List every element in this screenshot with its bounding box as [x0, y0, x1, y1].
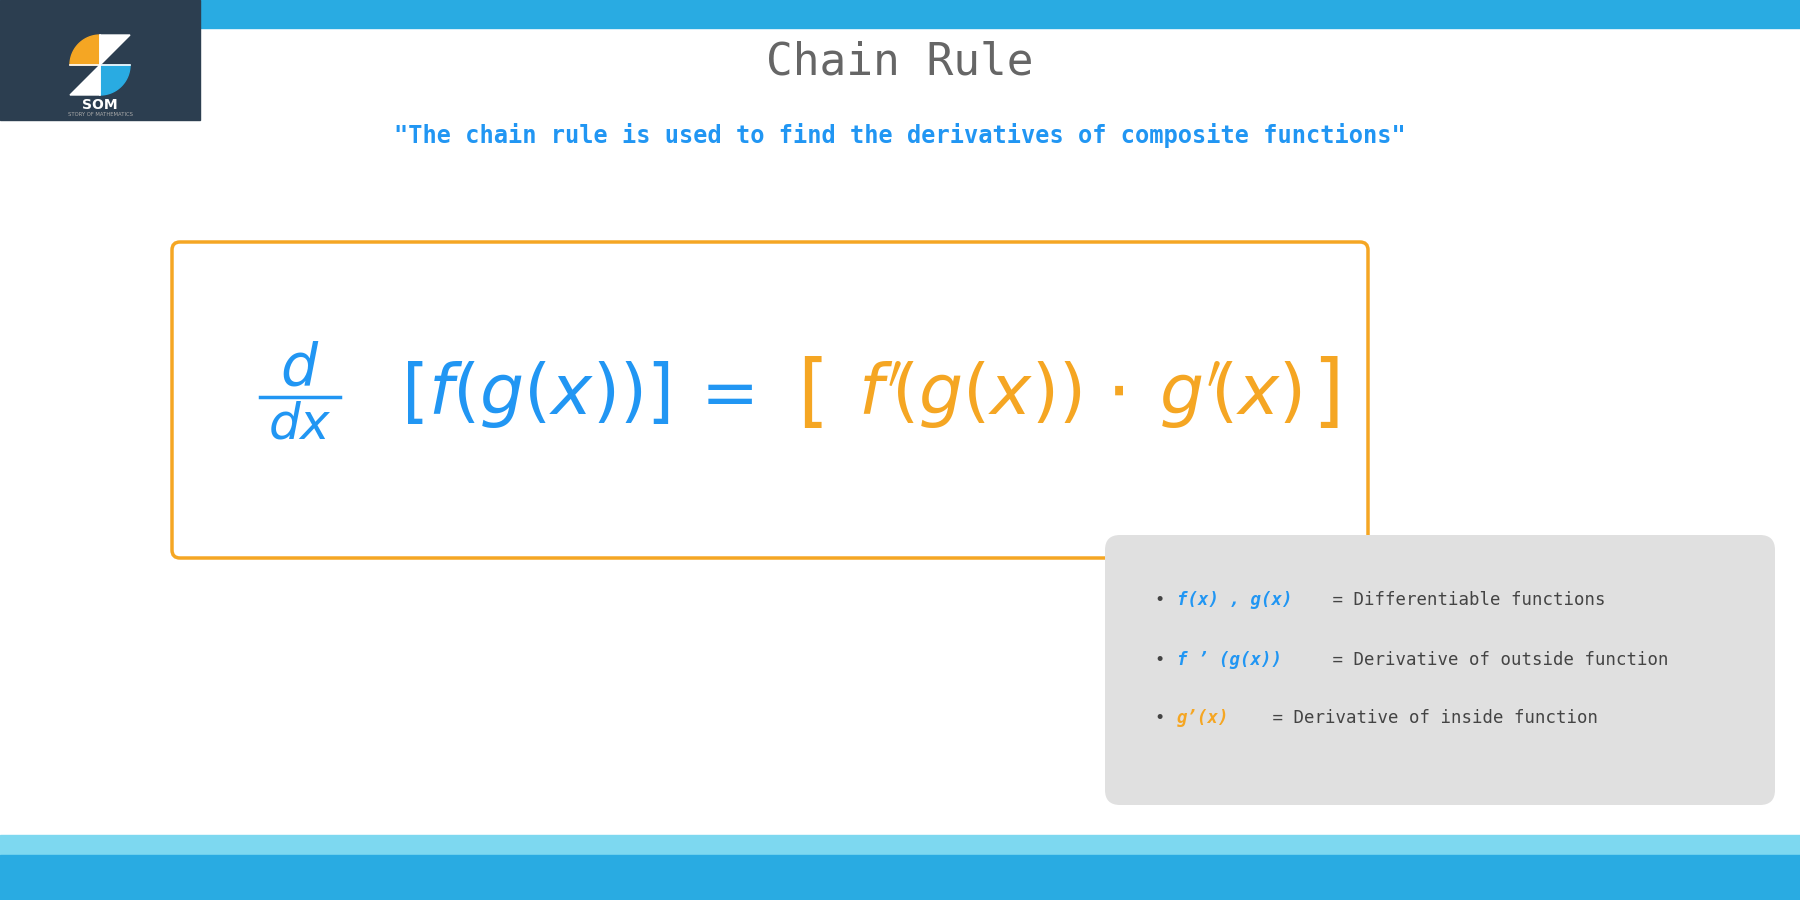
Text: $[$: $[$ [797, 356, 823, 434]
Text: SOM: SOM [83, 98, 117, 112]
Text: $d$: $d$ [281, 342, 320, 398]
Bar [0, 0, 200, 120]
Polygon shape [70, 35, 101, 65]
Text: = Derivative of inside function: = Derivative of inside function [1262, 709, 1598, 727]
Text: Chain Rule: Chain Rule [767, 40, 1033, 84]
Text: $\cdot$: $\cdot$ [1105, 358, 1123, 432]
Text: "The chain rule is used to find the derivatives of composite functions": "The chain rule is used to find the deri… [394, 122, 1406, 148]
Text: $\mathit{g'\!(x)}$: $\mathit{g'\!(x)}$ [1159, 359, 1301, 431]
Text: = Differentiable functions: = Differentiable functions [1321, 591, 1606, 609]
Bar [0, 855, 1800, 900]
Text: f ’ (g(x)): f ’ (g(x)) [1177, 651, 1282, 669]
Text: •: • [1156, 591, 1170, 609]
Text: $\mathit{[f(g(x))]}$: $\mathit{[f(g(x))]}$ [401, 359, 670, 430]
Text: = Derivative of outside function: = Derivative of outside function [1321, 651, 1669, 669]
Text: $dx$: $dx$ [268, 400, 331, 450]
FancyBboxPatch shape [1105, 535, 1775, 805]
Polygon shape [101, 65, 130, 95]
Bar [0, 835, 1800, 855]
Text: •: • [1156, 709, 1170, 727]
Text: f(x) , g(x): f(x) , g(x) [1177, 591, 1292, 609]
Text: •: • [1156, 651, 1170, 669]
Text: $]$: $]$ [1312, 356, 1337, 434]
Text: $\mathit{f'\!(g(x))}$: $\mathit{f'\!(g(x))}$ [859, 359, 1082, 431]
FancyBboxPatch shape [173, 242, 1368, 558]
Text: $=$: $=$ [688, 362, 752, 428]
Polygon shape [70, 65, 101, 95]
Polygon shape [101, 35, 130, 65]
Text: g’(x): g’(x) [1177, 709, 1229, 727]
Text: STORY OF MATHEMATICS: STORY OF MATHEMATICS [68, 112, 133, 118]
Bar [0, 0, 1800, 28]
